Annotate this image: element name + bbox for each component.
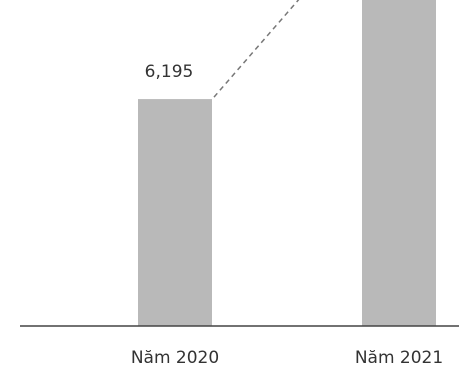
x-tick-label: Năm 2020 — [131, 348, 219, 368]
data-label: 6,195 — [145, 62, 194, 82]
connector — [213, 0, 300, 98]
bar — [138, 99, 212, 326]
bar — [362, 0, 436, 326]
x-tick-label: Năm 2021 — [355, 348, 443, 368]
plot-area — [138, 0, 436, 326]
